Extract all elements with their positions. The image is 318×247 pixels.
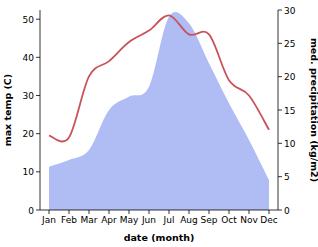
y-tick-label: 20 [23, 129, 35, 139]
x-tick [49, 210, 50, 214]
y-tick-label: 50 [23, 15, 35, 25]
x-tick-label: May [120, 215, 139, 225]
x-axis-title: date (month) [124, 232, 195, 243]
x-tick-label: Sep [201, 215, 218, 225]
temp-line [49, 15, 269, 141]
x-tick [149, 210, 150, 214]
x-tick-label: Jan [41, 215, 56, 225]
x-tick-label: Oct [221, 215, 237, 225]
y-tick [36, 133, 40, 134]
y-tick-label: 0 [28, 206, 34, 216]
y2-tick-label: 30 [284, 6, 296, 16]
y2-axis-title: med. precipitation (kg/m2) [309, 38, 318, 182]
y2-tick [278, 210, 282, 211]
x-tick-label: Apr [101, 215, 117, 225]
precip-area [49, 12, 269, 210]
y-tick [36, 57, 40, 58]
x-axis-line [40, 210, 278, 211]
x-tick [169, 210, 170, 214]
y2-tick-label: 5 [284, 172, 290, 182]
y2-tick [278, 10, 282, 11]
y-tick-label: 40 [23, 53, 35, 63]
plot-area [49, 12, 269, 210]
y-axis-title: max temp (C) [2, 74, 13, 146]
x-tick-label: Jun [141, 215, 156, 225]
x-tick [69, 210, 70, 214]
x-tick-label: Nov [240, 215, 258, 225]
x-tick-label: Feb [61, 215, 77, 225]
y-tick-label: 30 [23, 91, 35, 101]
y2-tick-label: 15 [284, 106, 295, 116]
x-tick-label: Aug [180, 215, 198, 225]
y2-tick-label: 10 [284, 139, 296, 149]
y2-tick-label: 25 [284, 39, 295, 49]
x-tick [129, 210, 130, 214]
x-tick [209, 210, 210, 214]
x-tick [269, 210, 270, 214]
y-tick [36, 95, 40, 96]
x-tick [109, 210, 110, 214]
y2-tick [278, 43, 282, 44]
chart: 01020304050051015202530JanFebMarAprMayJu… [0, 0, 318, 247]
y2-tick [278, 110, 282, 111]
x-tick [229, 210, 230, 214]
x-tick-label: Mar [81, 215, 98, 225]
y2-tick [278, 176, 282, 177]
y2-tick-label: 20 [284, 72, 296, 82]
y-axis-line [40, 10, 41, 210]
x-tick-label: Dec [260, 215, 277, 225]
y-tick [36, 210, 40, 211]
x-tick [249, 210, 250, 214]
x-tick-label: Jul [163, 215, 175, 225]
y2-tick [278, 76, 282, 77]
x-tick [189, 210, 190, 214]
y-tick [36, 171, 40, 172]
y-tick-label: 10 [23, 167, 35, 177]
y2-tick-label: 0 [284, 206, 290, 216]
y2-tick [278, 143, 282, 144]
x-tick [89, 210, 90, 214]
y-tick [36, 19, 40, 20]
